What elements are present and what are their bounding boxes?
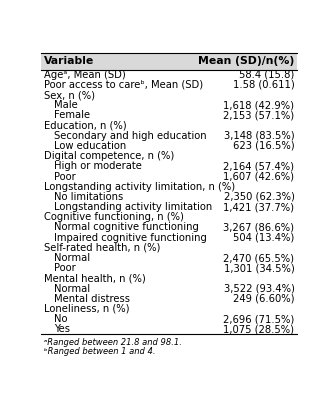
Text: Poor: Poor [54,172,76,182]
Text: 2,696 (71.5%): 2,696 (71.5%) [223,314,294,324]
Text: Secondary and high education: Secondary and high education [54,131,207,141]
Text: 1.58 (0.611): 1.58 (0.611) [233,80,294,90]
Text: 1,421 (37.7%): 1,421 (37.7%) [223,202,294,212]
Text: Digital competence, n (%): Digital competence, n (%) [44,151,174,161]
Text: Loneliness, n (%): Loneliness, n (%) [44,304,129,314]
Text: Longstanding activity limitation: Longstanding activity limitation [54,202,212,212]
Text: High or moderate: High or moderate [54,161,142,171]
Text: Longstanding activity limitation, n (%): Longstanding activity limitation, n (%) [44,182,235,192]
Text: 1,075 (28.5%): 1,075 (28.5%) [223,324,294,334]
Text: 1,618 (42.9%): 1,618 (42.9%) [223,100,294,110]
Text: 623 (16.5%): 623 (16.5%) [233,141,294,151]
Bar [41,53,297,70]
Text: 3,522 (93.4%): 3,522 (93.4%) [223,284,294,294]
Text: Poor: Poor [54,263,76,273]
Text: 2,153 (57.1%): 2,153 (57.1%) [223,110,294,120]
Text: Self-rated health, n (%): Self-rated health, n (%) [44,243,160,253]
Text: Poor access to careᵇ, Mean (SD): Poor access to careᵇ, Mean (SD) [44,80,203,90]
Text: 1,607 (42.6%): 1,607 (42.6%) [223,172,294,182]
Text: Impaired cognitive functioning: Impaired cognitive functioning [54,233,207,243]
Text: 58.4 (15.8): 58.4 (15.8) [239,70,294,80]
Text: Ageᵃ, Mean (SD): Ageᵃ, Mean (SD) [44,70,125,80]
Text: 504 (13.4%): 504 (13.4%) [233,233,294,243]
Text: Male: Male [54,100,78,110]
Text: Low education: Low education [54,141,126,151]
Text: ᵇRanged between 1 and 4.: ᵇRanged between 1 and 4. [44,347,155,356]
Text: Education, n (%): Education, n (%) [44,120,126,130]
Text: Female: Female [54,110,90,120]
Text: Sex, n (%): Sex, n (%) [44,90,95,100]
Text: Normal: Normal [54,253,90,263]
Text: No: No [54,314,68,324]
Text: 2,350 (62.3%): 2,350 (62.3%) [223,192,294,202]
Text: Mean (SD)/n(%): Mean (SD)/n(%) [198,56,294,66]
Text: Mental distress: Mental distress [54,294,130,304]
Text: Mental health, n (%): Mental health, n (%) [44,274,146,284]
Text: ᵃRanged between 21.8 and 98.1.: ᵃRanged between 21.8 and 98.1. [44,338,182,347]
Text: 249 (6.60%): 249 (6.60%) [233,294,294,304]
Text: 1,301 (34.5%): 1,301 (34.5%) [224,263,294,273]
Text: 2,470 (65.5%): 2,470 (65.5%) [223,253,294,263]
Text: Normal: Normal [54,284,90,294]
Text: Normal cognitive functioning: Normal cognitive functioning [54,222,199,232]
Text: No limitations: No limitations [54,192,123,202]
Text: 3,267 (86.6%): 3,267 (86.6%) [223,222,294,232]
Text: Variable: Variable [44,56,94,66]
Text: Cognitive functioning, n (%): Cognitive functioning, n (%) [44,212,184,222]
Text: 3,148 (83.5%): 3,148 (83.5%) [224,131,294,141]
Text: 2,164 (57.4%): 2,164 (57.4%) [223,161,294,171]
Text: Yes: Yes [54,324,70,334]
